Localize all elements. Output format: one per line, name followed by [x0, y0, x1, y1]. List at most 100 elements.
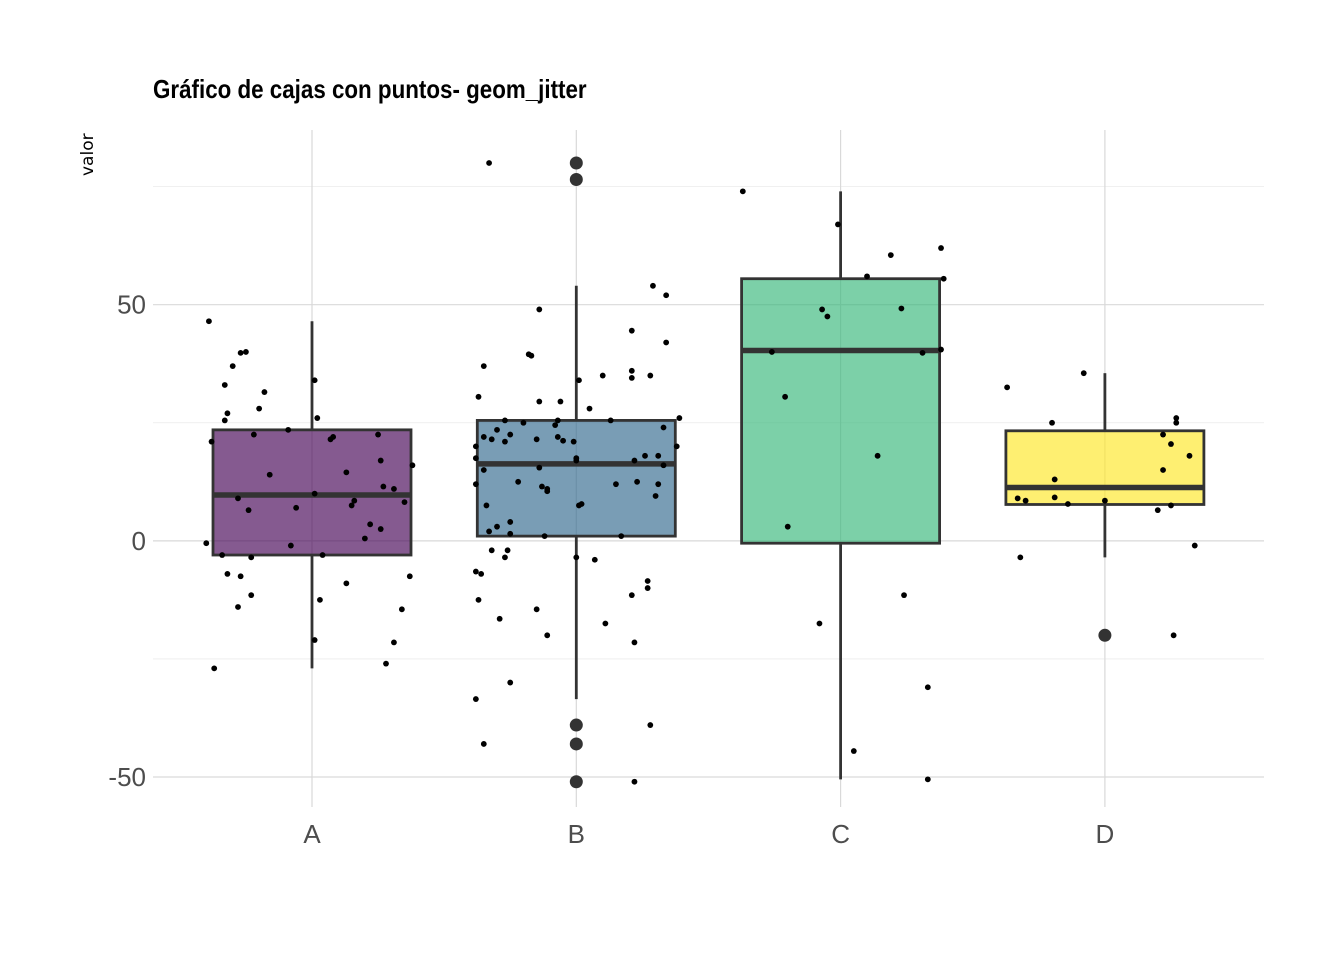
jitter-point	[1191, 542, 1198, 549]
jitter-point	[504, 547, 511, 554]
jitter-point	[375, 431, 381, 438]
jitter-point	[591, 556, 598, 563]
jitter-point	[488, 547, 495, 554]
jitter-point	[578, 501, 585, 507]
jitter-point	[560, 437, 566, 444]
jitter-point	[480, 434, 487, 440]
jitter-point	[557, 398, 564, 405]
jitter-point	[367, 521, 374, 528]
jitter-point	[1173, 419, 1180, 426]
jitter-point	[494, 523, 500, 530]
jitter-point	[536, 464, 543, 471]
outlier-point	[569, 718, 583, 732]
jitter-point	[472, 568, 479, 575]
jitter-point	[496, 615, 503, 622]
jitter-point	[607, 417, 614, 424]
jitter-point	[480, 363, 487, 369]
jitter-point	[203, 540, 210, 547]
jitter-point	[266, 471, 273, 478]
jitter-point	[573, 457, 580, 464]
jitter-point	[533, 436, 540, 443]
jitter-point	[488, 436, 495, 443]
jitter-point	[219, 552, 226, 558]
jitter-point	[237, 573, 244, 580]
jitter-point	[544, 488, 551, 495]
jitter-point	[573, 554, 580, 561]
jitter-point	[816, 620, 823, 627]
jitter-point	[1186, 452, 1193, 459]
jitter-point	[552, 422, 559, 429]
jitter-point	[586, 405, 593, 412]
jitter-point	[472, 696, 479, 702]
jitter-point	[634, 478, 640, 485]
jitter-point	[1160, 431, 1166, 438]
jitter-point	[782, 393, 788, 400]
jitter-point	[507, 679, 514, 686]
jitter-point	[245, 507, 252, 514]
jitter-point	[314, 415, 321, 421]
jitter-point	[660, 462, 667, 469]
jitter-point	[208, 438, 215, 445]
jitter-point	[243, 349, 249, 355]
jitter-point	[206, 318, 212, 325]
jitter-point	[229, 363, 236, 369]
jitter-point	[599, 372, 606, 379]
jitter-point	[311, 490, 318, 497]
jitter-point	[520, 419, 527, 426]
jitter-point	[343, 469, 350, 476]
jitter-point	[819, 306, 825, 313]
jitter-point	[1014, 495, 1021, 502]
jitter-point	[663, 339, 670, 346]
jitter-point	[261, 389, 268, 395]
jitter-point	[655, 452, 662, 459]
x-tick-label: D	[1096, 819, 1115, 849]
jitter-point	[472, 481, 479, 488]
jitter-point	[924, 776, 931, 783]
jitter-point	[1154, 507, 1161, 514]
y-tick-label: 0	[132, 526, 146, 556]
jitter-point	[1017, 554, 1024, 561]
jitter-point	[361, 535, 368, 542]
jitter-point	[663, 292, 670, 299]
jitter-point	[938, 245, 944, 251]
jitter-point	[628, 375, 635, 381]
box-B	[475, 419, 677, 538]
jitter-point	[835, 221, 841, 228]
jitter-point	[486, 528, 492, 535]
jitter-point	[1170, 632, 1177, 639]
jitter-point	[1064, 501, 1071, 507]
jitter-point	[351, 497, 358, 504]
jitter-point	[221, 382, 228, 388]
jitter-point	[1168, 441, 1174, 447]
jitter-point	[784, 523, 791, 530]
jitter-point	[544, 632, 551, 639]
jitter-point	[287, 542, 294, 549]
jitter-point	[377, 526, 384, 532]
jitter-point	[507, 530, 514, 537]
jitter-point	[602, 620, 609, 627]
jitter-point	[480, 741, 487, 747]
jitter-point	[211, 665, 218, 672]
jitter-point	[613, 481, 619, 488]
jitter-point	[348, 502, 355, 509]
jitter-point	[1022, 497, 1029, 504]
jitter-point	[224, 410, 231, 417]
jitter-point	[1051, 476, 1058, 483]
jitter-point	[539, 483, 545, 490]
box-C	[740, 277, 941, 545]
jitter-point	[391, 639, 397, 646]
jitter-point	[472, 455, 479, 462]
jitter-point	[644, 578, 651, 584]
jitter-point	[536, 306, 543, 313]
jitter-point	[554, 417, 561, 424]
jitter-point	[898, 305, 905, 312]
jitter-point	[528, 352, 535, 359]
jitter-point	[256, 405, 263, 412]
y-tick-label: 50	[117, 290, 146, 320]
jitter-point	[377, 457, 384, 464]
x-tick-label: A	[303, 819, 321, 849]
jitter-point	[631, 639, 638, 646]
jitter-point	[650, 282, 656, 289]
jitter-point	[1160, 467, 1166, 473]
